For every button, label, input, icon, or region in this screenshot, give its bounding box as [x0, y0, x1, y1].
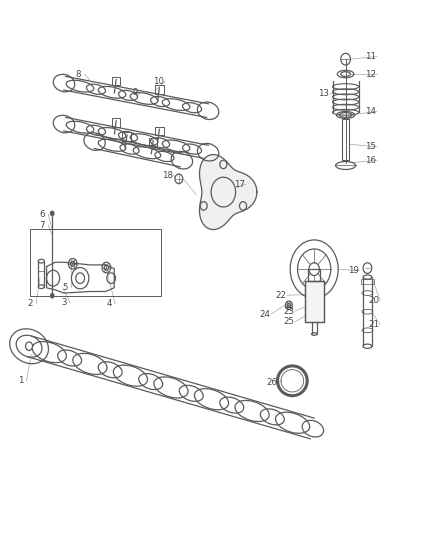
Text: 9: 9	[132, 87, 138, 96]
Text: 17: 17	[234, 180, 245, 189]
Bar	[122, 132, 131, 141]
Text: 16: 16	[365, 156, 376, 165]
Text: 21: 21	[368, 320, 379, 329]
Text: 11: 11	[365, 52, 376, 61]
Bar	[155, 85, 163, 94]
Text: 2: 2	[27, 299, 33, 308]
Text: 1: 1	[18, 376, 23, 385]
Bar	[304, 281, 324, 322]
Bar	[304, 281, 324, 322]
Text: 3: 3	[61, 298, 67, 307]
Text: 4: 4	[106, 299, 112, 308]
Text: 15: 15	[365, 142, 376, 151]
Text: 26: 26	[267, 378, 278, 387]
Text: 24: 24	[259, 310, 270, 319]
Text: 6: 6	[39, 210, 45, 219]
Text: 23: 23	[283, 306, 294, 316]
Text: 7: 7	[39, 221, 45, 230]
Text: 14: 14	[365, 107, 376, 116]
Text: 12: 12	[365, 70, 376, 78]
Bar	[30, 229, 161, 296]
Text: 20: 20	[368, 296, 379, 305]
Circle shape	[50, 294, 54, 298]
Circle shape	[50, 211, 54, 215]
Bar	[112, 118, 120, 127]
Bar	[342, 119, 349, 160]
Bar	[361, 279, 374, 284]
Text: 10: 10	[153, 77, 164, 86]
Text: 25: 25	[283, 317, 294, 326]
Text: 8: 8	[76, 70, 81, 78]
Polygon shape	[200, 155, 257, 230]
Text: 22: 22	[276, 290, 286, 300]
Bar	[112, 77, 120, 85]
Text: 18: 18	[162, 171, 173, 180]
Text: 5: 5	[63, 283, 68, 292]
Bar	[308, 269, 320, 281]
Text: 13: 13	[318, 89, 329, 98]
Text: 19: 19	[348, 266, 359, 275]
Bar	[155, 126, 163, 135]
Bar	[148, 138, 157, 147]
